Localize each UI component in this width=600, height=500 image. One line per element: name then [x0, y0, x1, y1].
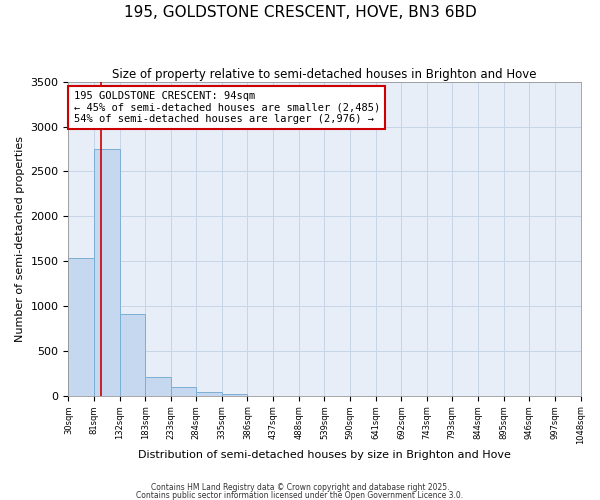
- Text: 195, GOLDSTONE CRESCENT, HOVE, BN3 6BD: 195, GOLDSTONE CRESCENT, HOVE, BN3 6BD: [124, 5, 476, 20]
- Bar: [170, 386, 196, 396]
- X-axis label: Distribution of semi-detached houses by size in Brighton and Hove: Distribution of semi-detached houses by …: [138, 450, 511, 460]
- Text: Contains HM Land Registry data © Crown copyright and database right 2025.: Contains HM Land Registry data © Crown c…: [151, 483, 449, 492]
- Text: Contains public sector information licensed under the Open Government Licence 3.: Contains public sector information licen…: [136, 490, 464, 500]
- Title: Size of property relative to semi-detached houses in Brighton and Hove: Size of property relative to semi-detach…: [112, 68, 537, 80]
- Text: 195 GOLDSTONE CRESCENT: 94sqm
← 45% of semi-detached houses are smaller (2,485)
: 195 GOLDSTONE CRESCENT: 94sqm ← 45% of s…: [74, 91, 380, 124]
- Bar: [145, 377, 170, 396]
- Bar: [120, 314, 145, 396]
- Bar: [94, 149, 120, 396]
- Bar: [68, 258, 94, 396]
- Y-axis label: Number of semi-detached properties: Number of semi-detached properties: [15, 136, 25, 342]
- Bar: [222, 394, 247, 396]
- Bar: [196, 392, 222, 396]
